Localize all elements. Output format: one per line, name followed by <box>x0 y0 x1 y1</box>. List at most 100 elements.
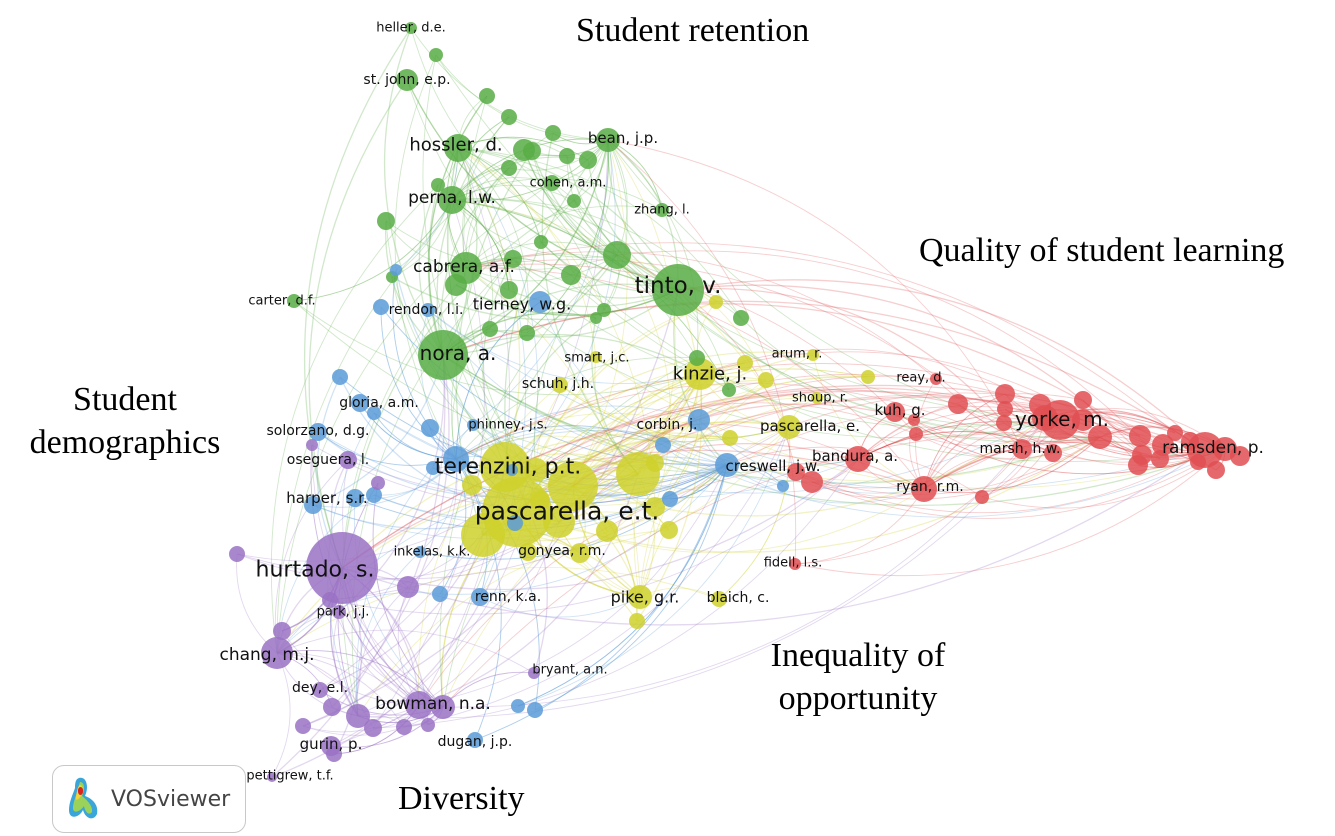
node-hurtado-s[interactable] <box>306 532 378 604</box>
node-label[interactable]: cohen, a.m. <box>530 176 607 191</box>
node[interactable] <box>1088 425 1112 449</box>
node[interactable] <box>1190 454 1206 470</box>
node-label[interactable]: bean, j.p. <box>588 129 658 147</box>
node-label[interactable]: rendon, l.i. <box>389 302 464 318</box>
node[interactable] <box>733 310 749 326</box>
node[interactable] <box>304 496 322 514</box>
node-creswell-j-w[interactable] <box>715 453 739 477</box>
node[interactable] <box>758 372 774 388</box>
node-label[interactable]: st. john, e.p. <box>363 72 450 88</box>
node-bandura-a[interactable] <box>845 446 871 472</box>
node[interactable] <box>996 415 1012 431</box>
node[interactable] <box>1129 425 1151 447</box>
node[interactable] <box>1181 432 1199 450</box>
node[interactable] <box>777 480 789 492</box>
node-pettigrew-t-f[interactable] <box>267 772 277 782</box>
node[interactable] <box>396 719 412 735</box>
node-oseguera-l[interactable] <box>339 451 357 469</box>
node[interactable] <box>603 241 631 269</box>
node[interactable] <box>1029 394 1051 416</box>
node[interactable] <box>431 178 445 192</box>
node-fidell-l-s[interactable] <box>789 558 801 570</box>
node-label[interactable]: kinzie, j. <box>673 364 748 385</box>
node-perna-l-w[interactable] <box>438 186 466 214</box>
node-label[interactable]: shoup, r. <box>792 391 848 406</box>
node-label[interactable]: gurin, p. <box>300 735 363 753</box>
node[interactable] <box>645 497 665 517</box>
node-label[interactable]: fidell, l.s. <box>764 556 823 571</box>
node-park-j-j[interactable] <box>332 605 346 619</box>
node-label[interactable]: chang, m.j. <box>219 645 314 665</box>
node-label[interactable]: bowman, n.a. <box>375 694 491 714</box>
node-blaich-c[interactable] <box>711 591 727 607</box>
node[interactable] <box>462 475 482 495</box>
node[interactable] <box>543 506 575 538</box>
node[interactable] <box>1151 450 1169 468</box>
node[interactable] <box>507 515 523 531</box>
node-tinto-v[interactable] <box>652 264 704 316</box>
node[interactable] <box>506 464 518 476</box>
node-tierney-w-g[interactable] <box>529 291 551 313</box>
node[interactable] <box>662 491 678 507</box>
node-label[interactable]: pike, g.r. <box>611 588 680 607</box>
node[interactable] <box>429 48 443 62</box>
node-label[interactable]: carter, d.f. <box>248 294 315 309</box>
node[interactable] <box>689 350 705 366</box>
node[interactable] <box>995 384 1015 404</box>
node[interactable] <box>322 592 338 608</box>
node-terenzini-p-t[interactable] <box>480 442 530 492</box>
node[interactable] <box>519 325 535 341</box>
node[interactable] <box>737 355 753 371</box>
node[interactable] <box>511 699 525 713</box>
node-label[interactable]: ryan, r.m. <box>896 479 963 495</box>
node-label[interactable]: hossler, d. <box>409 135 502 156</box>
node[interactable] <box>323 698 341 716</box>
node-label[interactable]: tinto, v. <box>635 273 722 299</box>
node[interactable] <box>530 490 550 510</box>
node-label[interactable]: pettigrew, t.f. <box>246 769 333 784</box>
node[interactable] <box>646 454 664 472</box>
node[interactable] <box>273 622 291 640</box>
node-nora-a[interactable] <box>418 330 468 380</box>
node-label[interactable]: creswell, j.w. <box>725 457 820 475</box>
node-label[interactable]: inkelas, k.k. <box>394 545 471 560</box>
node-smart-j-c[interactable] <box>590 351 602 363</box>
node-label[interactable]: nora, a. <box>420 341 497 365</box>
node-label[interactable]: marsh, h.w. <box>980 441 1061 457</box>
node[interactable] <box>346 704 370 728</box>
node[interactable] <box>1167 425 1183 441</box>
node[interactable] <box>660 521 678 539</box>
node-label[interactable]: hurtado, s. <box>256 558 375 583</box>
node[interactable] <box>787 463 805 481</box>
node-marsh-h-w[interactable] <box>1012 439 1032 459</box>
node-gloria-a-m[interactable] <box>351 394 369 412</box>
node-pascarella-e[interactable] <box>777 415 801 439</box>
node-label[interactable]: schuh, j.h. <box>522 376 594 392</box>
node[interactable] <box>559 148 575 164</box>
node[interactable] <box>545 125 561 141</box>
node-label[interactable]: gonyea, r.m. <box>518 543 606 559</box>
node[interactable] <box>432 586 448 602</box>
node-chang-m-j[interactable] <box>261 637 293 669</box>
node[interactable] <box>997 401 1013 417</box>
node[interactable] <box>975 490 989 504</box>
node-label[interactable]: tierney, w.g. <box>473 295 571 314</box>
node[interactable] <box>443 446 469 472</box>
node[interactable] <box>482 321 498 337</box>
node[interactable] <box>1230 446 1250 466</box>
node[interactable] <box>367 406 381 420</box>
node-renn-k-a[interactable] <box>471 588 489 606</box>
node[interactable] <box>597 303 611 317</box>
node-bowman-n-a[interactable] <box>405 691 433 719</box>
node-dugan-j-p[interactable] <box>467 732 483 748</box>
node[interactable] <box>655 437 671 453</box>
node[interactable] <box>523 142 541 160</box>
node-phinney-j-s[interactable] <box>467 419 479 431</box>
node-bean-j-p[interactable] <box>596 128 620 152</box>
node-label[interactable]: solorzano, d.g. <box>266 423 369 439</box>
node[interactable] <box>326 746 342 762</box>
node[interactable] <box>561 265 581 285</box>
node[interactable] <box>861 370 875 384</box>
node[interactable] <box>397 576 419 598</box>
node-cohen-a-m[interactable] <box>544 175 560 191</box>
